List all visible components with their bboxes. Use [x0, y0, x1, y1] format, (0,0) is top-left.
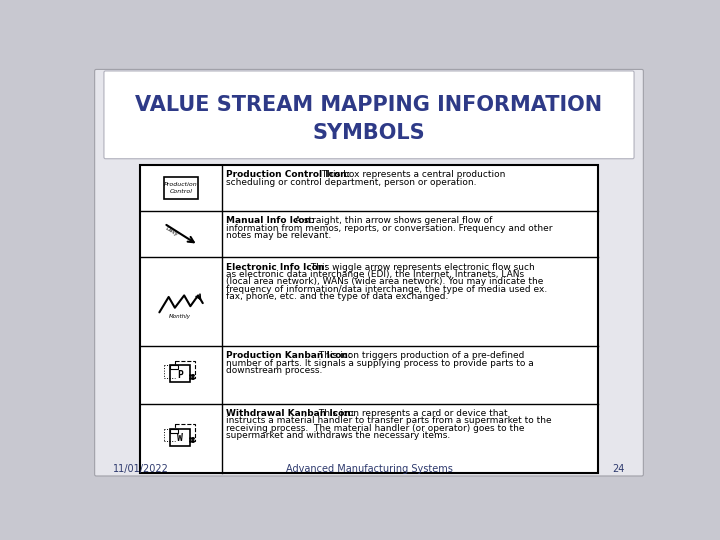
- Text: Daily: Daily: [165, 225, 179, 237]
- Text: receiving process.  The material handler (or operator) goes to the: receiving process. The material handler …: [226, 423, 525, 433]
- Text: downstream process.: downstream process.: [226, 366, 323, 375]
- Bar: [170, 366, 178, 369]
- Text: supermarket and withdraws the necessary items.: supermarket and withdraws the necessary …: [226, 431, 451, 440]
- Text: instructs a material handler to transfer parts from a supermarket to the: instructs a material handler to transfer…: [226, 416, 552, 426]
- Text: A straight, thin arrow shows general flow of: A straight, thin arrow shows general flo…: [292, 217, 492, 226]
- Text: (local area network), WANs (wide area network). You may indicate the: (local area network), WANs (wide area ne…: [226, 278, 544, 286]
- Text: P: P: [177, 370, 183, 380]
- Text: Production Kanban Icon:: Production Kanban Icon:: [226, 351, 352, 360]
- Text: Production: Production: [164, 181, 198, 187]
- Text: This box represents a central production: This box represents a central production: [320, 170, 505, 179]
- Bar: [170, 429, 178, 433]
- Text: This icon triggers production of a pre-defined: This icon triggers production of a pre-d…: [315, 351, 524, 360]
- Bar: [164, 177, 198, 199]
- Text: as electronic data interchange (EDI), the Internet, Intranets, LANs: as electronic data interchange (EDI), th…: [226, 270, 525, 279]
- Text: SYMBOLS: SYMBOLS: [312, 124, 426, 144]
- Bar: [175, 424, 195, 441]
- Text: scheduling or control department, person or operation.: scheduling or control department, person…: [226, 178, 477, 187]
- Text: frequency of information/data interchange, the type of media used ex.: frequency of information/data interchang…: [226, 285, 548, 294]
- Text: This wiggle arrow represents electronic flow such: This wiggle arrow represents electronic …: [307, 262, 534, 272]
- Text: Withdrawal Kanban Icon:: Withdrawal Kanban Icon:: [226, 409, 355, 418]
- Text: Production Control Icon:: Production Control Icon:: [226, 170, 351, 179]
- Text: Manual Info Icon:: Manual Info Icon:: [226, 217, 315, 226]
- Text: fax, phone, etc. and the type of data exchanged.: fax, phone, etc. and the type of data ex…: [226, 292, 449, 301]
- Text: Advanced Manufacturing Systems: Advanced Manufacturing Systems: [286, 464, 452, 474]
- Text: 24: 24: [613, 464, 625, 474]
- Text: Monthly: Monthly: [168, 314, 191, 320]
- Text: Electronic Info Icon:: Electronic Info Icon:: [226, 262, 328, 272]
- Text: 11/01/2022: 11/01/2022: [113, 464, 169, 474]
- FancyBboxPatch shape: [94, 70, 644, 476]
- Bar: [140, 165, 598, 473]
- Text: Control: Control: [170, 190, 192, 194]
- Bar: [170, 429, 190, 446]
- Bar: [175, 361, 195, 378]
- Text: VALUE STREAM MAPPING INFORMATION: VALUE STREAM MAPPING INFORMATION: [135, 94, 603, 114]
- Text: W: W: [177, 433, 183, 443]
- Bar: [170, 366, 190, 382]
- Text: number of parts. It signals a supplying process to provide parts to a: number of parts. It signals a supplying …: [226, 359, 534, 368]
- FancyBboxPatch shape: [104, 71, 634, 159]
- Text: information from memos, reports, or conversation. Frequency and other: information from memos, reports, or conv…: [226, 224, 553, 233]
- Text: notes may be relevant.: notes may be relevant.: [226, 231, 332, 240]
- Text: This icon represents a card or device that: This icon represents a card or device th…: [315, 409, 507, 418]
